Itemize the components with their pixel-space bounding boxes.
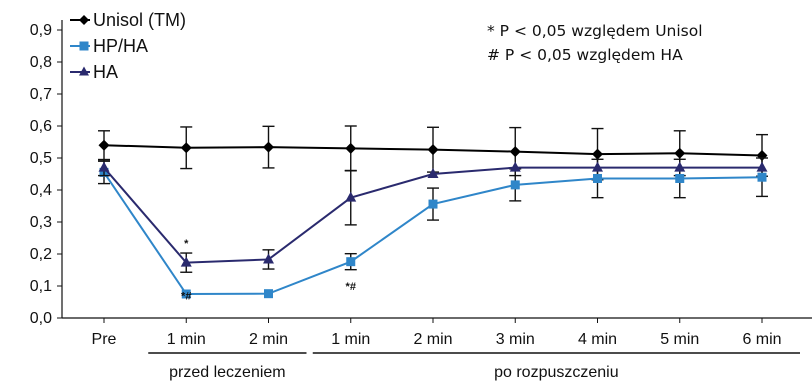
data-point [346,257,356,267]
legend-marker [79,66,89,76]
data-point [674,161,686,172]
data-point [264,289,273,299]
x-tick-label: Pre [92,331,117,348]
series-0 [98,125,768,181]
data-point [345,191,357,202]
legend-label: HP/HA [93,36,148,56]
legend-label: HA [93,62,118,82]
data-point [263,253,274,264]
significance-annotation: *# [346,281,356,293]
legend-label: Unisol (TM) [93,10,186,30]
significance-annotation: *# [181,291,191,303]
legend: Unisol (TM) HP/HA HA [70,10,186,82]
significance-notes: * P < 0,05 względem Unisol # P < 0,05 wzg… [487,22,703,64]
y-tick-label: 0,9 [30,22,52,39]
legend-marker [79,41,89,51]
y-tick-label: 0,4 [30,182,52,199]
data-point [98,139,110,151]
x-tick-label: 2 min [413,331,452,348]
time-groups: przed leczeniem po rozpuszczeniu [148,352,800,381]
x-tick-label: 4 min [578,331,617,348]
data-point [427,168,439,178]
x-tick-label: 2 min [249,331,288,348]
data-point [510,180,520,190]
x-tick-label: 1 min [331,331,370,348]
y-tick-label: 0,2 [30,246,52,263]
data-point [674,147,686,159]
series-layer: * *# *# [98,125,768,303]
data-point [345,142,357,154]
significance-annotation: * [184,238,189,250]
data-point [675,173,685,183]
data-point [181,289,191,299]
y-tick-label: 0,6 [30,118,52,135]
data-point [427,144,439,156]
x-tick-label: 1 min [167,331,206,348]
data-point [428,199,438,209]
y-tick-label: 0,3 [30,214,52,231]
data-point [592,148,603,160]
significance-note: # P < 0,05 względem HA [487,46,683,64]
data-point [98,161,110,172]
axes: 0,0 0,1 0,2 0,3 0,4 0,5 0,6 0,7 0,8 0,9 Pre 1 min 2 … [30,20,812,348]
y-tick-label: 0,0 [30,310,52,327]
data-point [509,146,521,158]
x-tick-label: 3 min [496,331,535,348]
series-1 [98,157,768,299]
group-label: przed leczeniem [169,364,286,381]
data-point [756,161,768,172]
y-tick-label: 0,7 [30,86,52,103]
x-tick-label: 5 min [660,331,699,348]
data-point [263,141,274,153]
data-point [180,256,192,267]
y-tick-label: 0,1 [30,278,52,295]
x-tick-label: 6 min [742,331,781,348]
significance-note: * P < 0,05 względem Unisol [487,22,703,40]
group-label: po rozpuszczeniu [494,364,619,381]
data-point [180,142,192,154]
y-tick-label: 0,8 [30,54,52,71]
series-2 [98,158,768,273]
legend-marker [79,15,89,25]
data-point [593,173,602,183]
data-point [509,161,521,172]
y-tick-label: 0,5 [30,150,52,167]
data-point [757,172,767,182]
data-point [592,161,603,172]
